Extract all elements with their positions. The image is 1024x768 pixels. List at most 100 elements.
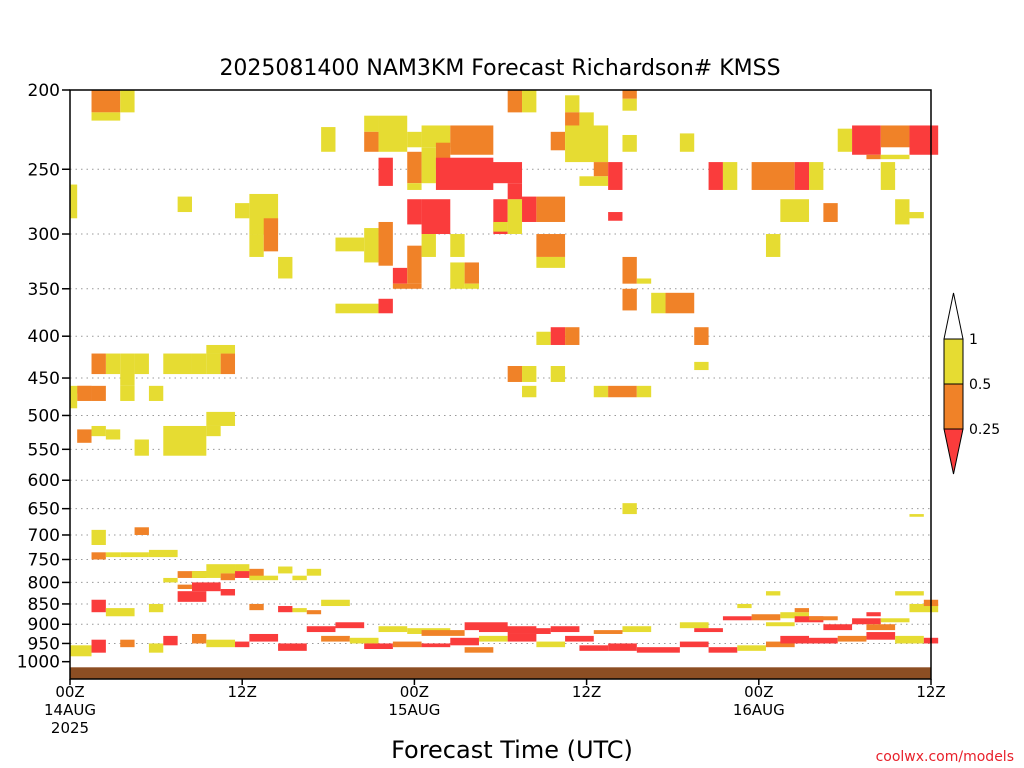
ri-cell	[722, 162, 738, 190]
colorbar-label: 0.25	[969, 422, 1000, 438]
ri-cell	[378, 298, 393, 314]
ri-cell	[751, 614, 781, 621]
ri-cell	[837, 128, 853, 152]
ri-cell	[880, 162, 896, 190]
ri-cell	[708, 647, 738, 653]
ri-cell	[249, 234, 264, 257]
ri-cell	[91, 639, 106, 653]
ri-cell	[852, 618, 881, 625]
ri-cell	[120, 385, 135, 401]
x-tick-label: 15AUG	[388, 701, 440, 719]
y-tick-label: 700	[28, 526, 60, 546]
ri-cell	[364, 115, 379, 132]
ri-cell	[335, 303, 379, 314]
ri-cell	[407, 199, 422, 225]
ri-cell	[206, 411, 236, 426]
ri-cell	[378, 221, 393, 266]
ri-cell	[895, 199, 910, 225]
ri-cell	[593, 162, 609, 177]
ri-cell	[651, 292, 666, 314]
ri-cell	[70, 385, 78, 409]
ri-cell	[565, 327, 580, 345]
richardson-cells	[70, 90, 939, 657]
ri-cell	[421, 199, 451, 235]
ri-cell	[809, 637, 838, 644]
ri-cell	[478, 162, 523, 184]
y-tick-label: 950	[28, 634, 60, 654]
ri-cell	[450, 262, 465, 289]
ri-cell	[780, 612, 810, 619]
ri-cell	[895, 635, 924, 644]
ri-cell	[177, 591, 207, 602]
ri-cell	[235, 564, 250, 574]
y-tick-label: 550	[28, 440, 60, 460]
ri-cell	[392, 641, 422, 648]
ri-cell	[507, 365, 523, 382]
ri-cell	[421, 643, 451, 648]
y-tick-label: 350	[28, 280, 60, 300]
ri-cell	[636, 278, 652, 284]
ri-cell	[450, 125, 494, 155]
x-tick-label: 00Z	[744, 683, 773, 701]
credit-text: coolwx.com/models	[876, 749, 1014, 765]
ri-cell	[622, 288, 637, 311]
ri-cell	[206, 353, 221, 375]
ri-cell	[70, 184, 78, 219]
ri-cell	[478, 635, 508, 642]
ri-cell	[694, 628, 723, 633]
y-tick-label: 200	[28, 81, 60, 101]
ri-cell	[622, 90, 637, 99]
ri-cell	[278, 606, 293, 613]
ri-cell	[91, 112, 121, 121]
ri-cell	[765, 234, 781, 257]
ri-cell	[349, 637, 379, 644]
ri-cell	[364, 131, 379, 152]
ri-cell	[852, 125, 881, 155]
ri-cell	[321, 635, 350, 642]
plot-frame	[69, 89, 932, 680]
ri-cell	[105, 552, 121, 558]
ri-cell	[765, 641, 795, 648]
ri-cell	[206, 425, 221, 437]
ri-cell	[148, 643, 164, 653]
y-tick-label: 250	[28, 160, 60, 180]
x-tick-label: 2025	[51, 719, 89, 737]
colorbar-label: 0.5	[969, 377, 991, 393]
ri-cell	[206, 344, 236, 354]
ri-cell	[550, 626, 580, 633]
ri-cell	[780, 635, 810, 644]
ri-cell	[737, 603, 752, 609]
ri-cell	[608, 643, 637, 651]
y-tick-label: 850	[28, 595, 60, 615]
ri-cell	[105, 608, 135, 617]
ri-cell	[765, 591, 781, 596]
ri-cell	[765, 622, 795, 627]
ri-cell	[421, 234, 436, 257]
ri-cell	[306, 610, 322, 615]
ri-cell	[909, 125, 939, 155]
ri-cell	[91, 90, 121, 113]
ri-cell	[622, 98, 637, 111]
ri-cell	[105, 353, 121, 375]
ri-cell	[522, 365, 537, 382]
ri-cell	[694, 327, 709, 345]
ri-cell	[522, 90, 537, 113]
ri-cell	[91, 529, 106, 545]
ri-cell	[378, 626, 408, 633]
ri-cell	[866, 154, 881, 160]
ri-cell	[565, 635, 594, 642]
ri-cell	[809, 162, 824, 190]
ri-cell	[306, 626, 336, 633]
ri-cell	[579, 645, 609, 651]
ri-cell	[579, 112, 594, 132]
ri-cell	[163, 353, 192, 375]
ri-cell	[191, 582, 221, 592]
ri-cell	[909, 514, 924, 517]
ri-cell	[593, 630, 623, 634]
ri-cell	[105, 429, 121, 440]
ri-cell	[77, 385, 92, 394]
ri-cell	[794, 608, 810, 613]
y-tick-label: 900	[28, 615, 60, 635]
ri-cell	[321, 599, 350, 607]
ri-cell	[278, 566, 293, 574]
